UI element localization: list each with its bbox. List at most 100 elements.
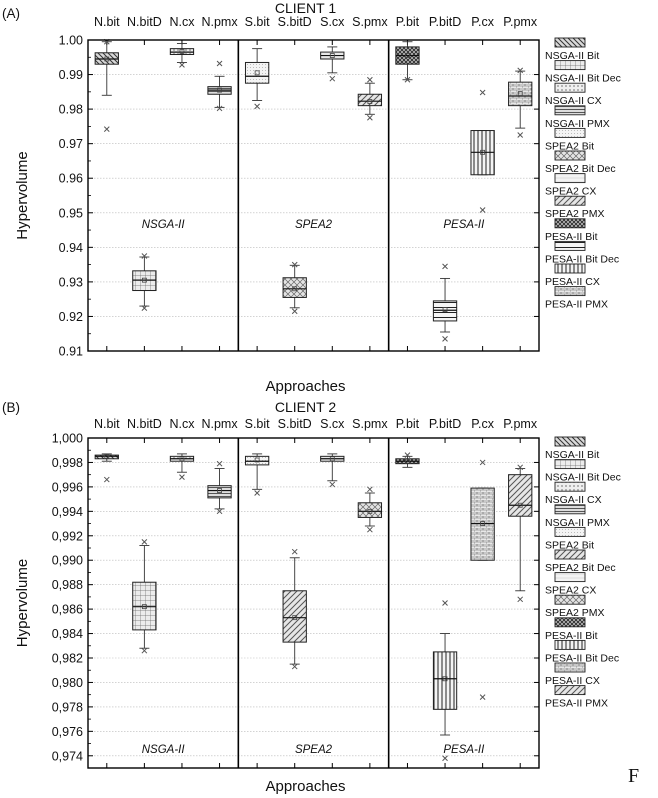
y-axis-label: Hypervolume [14,559,31,647]
outlier-marker [141,539,148,545]
mean-marker [480,521,486,526]
box-S.pmx [357,76,383,121]
box-N.pmx [207,460,232,515]
y-tick-label: 1,000 [52,432,83,446]
outlier-marker [479,89,486,96]
mean-marker [292,615,298,621]
category-label: P.cx [471,417,494,431]
outlier-marker [103,476,110,483]
x-axis-label: Approaches [265,378,345,395]
outlier-marker [291,261,298,268]
box-body [357,93,383,107]
legend-label: PESA-II CX [545,276,600,288]
legend-label: NSGA-II Bit [545,449,599,461]
legend-item: NSGA-II PMX [545,504,610,529]
box-body [282,277,307,298]
outlier-marker [479,694,486,700]
category-label: N.bitD [127,417,162,431]
legend-label: SPEA2 Bit [545,140,594,152]
legend-item: PESA-II Bit Dec [545,639,619,664]
category-label: S.cx [320,417,345,431]
box-S.bit [244,48,270,110]
outlier-marker [442,755,448,762]
category-label: S.cx [320,15,345,29]
outlier-marker [479,207,486,213]
legend-item: NSGA-II CX [545,82,602,107]
legend-item: SPEA2 Bit [545,127,594,152]
panel-b: 0,974 0,976 0,978 0,980 0,982 0,984 0,986 0,988… [2,399,621,795]
outlier-marker [179,62,185,68]
outlier-marker [517,132,524,138]
outlier-marker [103,126,110,133]
legend-label: PESA-II PMX [545,299,608,311]
outlier-marker [141,253,148,259]
mean-marker [517,91,523,96]
y-tick-label: 0,980 [52,676,83,690]
box-body [207,485,232,499]
legend-swatch [554,127,586,138]
legend-item: SPEA2 PMX [545,195,605,220]
mean-marker [104,453,110,459]
legend-label: SPEA2 CX [545,585,596,597]
mean-marker [292,286,298,292]
legend-item: NSGA-II CX [545,481,602,506]
legend-label: SPEA2 PMX [545,607,605,619]
box-P.bit [395,41,420,83]
box-N.bit [94,453,119,483]
y-tick-label: 0.93 [59,275,83,289]
outlier-marker [404,452,411,458]
box-N.cx [169,43,195,68]
y-tick-label: 0,988 [52,578,83,592]
legend-swatch [554,60,586,71]
y-tick-label: 0,996 [52,480,83,494]
box-S.bitD [282,548,307,670]
legend-swatch [554,37,586,48]
legend-label: NSGA-II PMX [545,517,610,529]
box-body [357,502,383,518]
outlier-marker [329,75,336,82]
legend-swatch [554,685,586,696]
legend-swatch [554,617,586,628]
y-tick-label: 0,986 [52,603,83,617]
mean-marker [329,53,335,58]
category-label: N.pmx [201,15,238,29]
category-label: P.pmx [503,15,538,29]
outlier-marker [291,308,298,315]
box-N.bit [94,38,119,133]
legend-label: SPEA2 Bit Dec [545,562,616,574]
group-label: NSGA-II [142,744,186,756]
legend-item: PESA-II Bit [545,617,598,642]
legend-swatch [554,526,586,537]
legend-label: PESA-II PMX [545,698,608,710]
y-tick-label: 0,998 [52,456,83,470]
legend-swatch [554,459,586,470]
panel-a: 0.91 0.92 0.93 0.94 0.95 0.96 0.97 0.98 0.99 1.00… [2,0,621,395]
legend-label: PESA-II Bit Dec [545,652,619,664]
mean-marker [329,456,335,462]
mean-marker [141,277,147,283]
mean-marker [405,53,410,58]
box-P.pmx [508,67,533,138]
box-body [432,300,458,322]
legend-item: NSGA-II Bit [545,37,599,62]
y-tick-label: 0.91 [59,345,83,359]
box-P.bit [395,452,420,468]
legend-swatch [554,173,586,184]
category-label: S.pmx [352,15,388,29]
legend-swatch [554,150,586,161]
legend-swatch [554,572,586,583]
legend-swatch [554,240,586,251]
mean-marker [517,502,523,508]
legend-label: SPEA2 Bit Dec [545,163,616,175]
y-tick-label: 0,974 [52,749,83,763]
category-label: N.bitD [127,15,162,29]
category-label: P.cx [471,15,494,29]
outlier-marker [442,600,448,606]
legend-swatch [554,504,586,515]
legend-item: PESA-II Bit Dec [545,240,619,265]
outlier-marker [442,263,448,270]
outlier-marker [179,474,185,480]
box-S.bit [244,453,270,496]
box-N.pmx [207,60,232,112]
legend-item: SPEA2 CX [545,173,596,198]
